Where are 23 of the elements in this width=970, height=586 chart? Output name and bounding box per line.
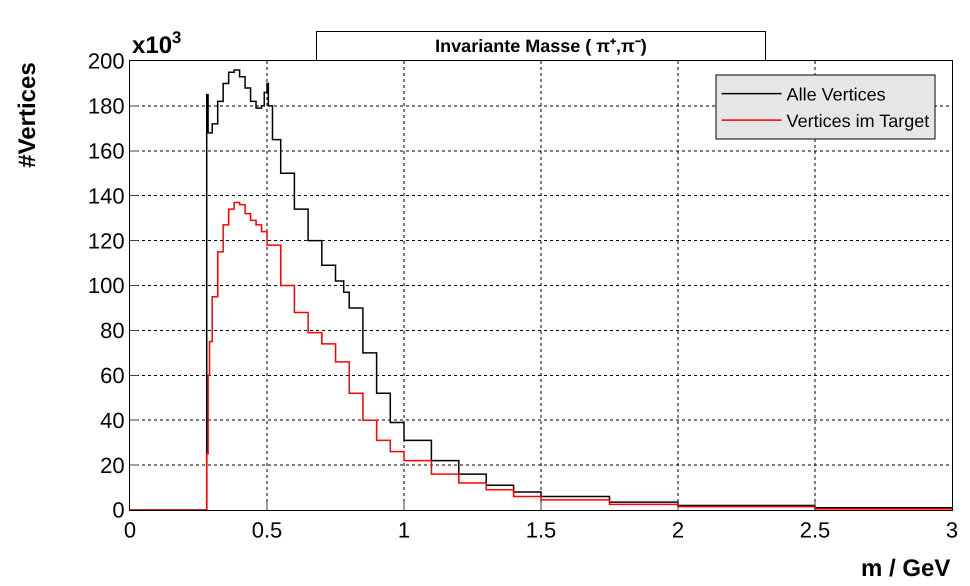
y-axis-title: #Vertices <box>14 62 41 168</box>
x-tick-label: 1.5 <box>526 517 556 542</box>
x-tick-label: 2 <box>672 517 684 542</box>
x-axis-title: m / GeV <box>861 555 950 582</box>
legend-label: Alle Vertices <box>786 84 886 105</box>
y-tick-label: 180 <box>88 94 125 119</box>
y-tick-label: 80 <box>100 318 125 344</box>
y-tick-label: 40 <box>100 408 125 433</box>
y-tick-label: 120 <box>88 228 125 254</box>
x-tick-label: 1 <box>398 517 410 542</box>
chart-title: Invariante Masse ( π⁺,π⁻) <box>435 36 647 56</box>
y-tick-label: 60 <box>100 363 125 388</box>
x-tick-label: 3 <box>946 517 958 542</box>
x-tick-label: 0.5 <box>252 517 282 542</box>
y-tick-label: 160 <box>88 138 125 164</box>
text: x10$^{3}$ <box>132 28 182 60</box>
y-tick-label: 20 <box>100 452 125 478</box>
y-tick-label: 0 <box>112 498 125 523</box>
y-tick-label: 140 <box>88 183 125 208</box>
y-tick-label: 200 <box>88 48 125 74</box>
x-tick-label: 2.5 <box>800 517 830 542</box>
y-tick-label: 100 <box>88 273 125 298</box>
legend-label: Vertices im Target <box>786 111 930 132</box>
